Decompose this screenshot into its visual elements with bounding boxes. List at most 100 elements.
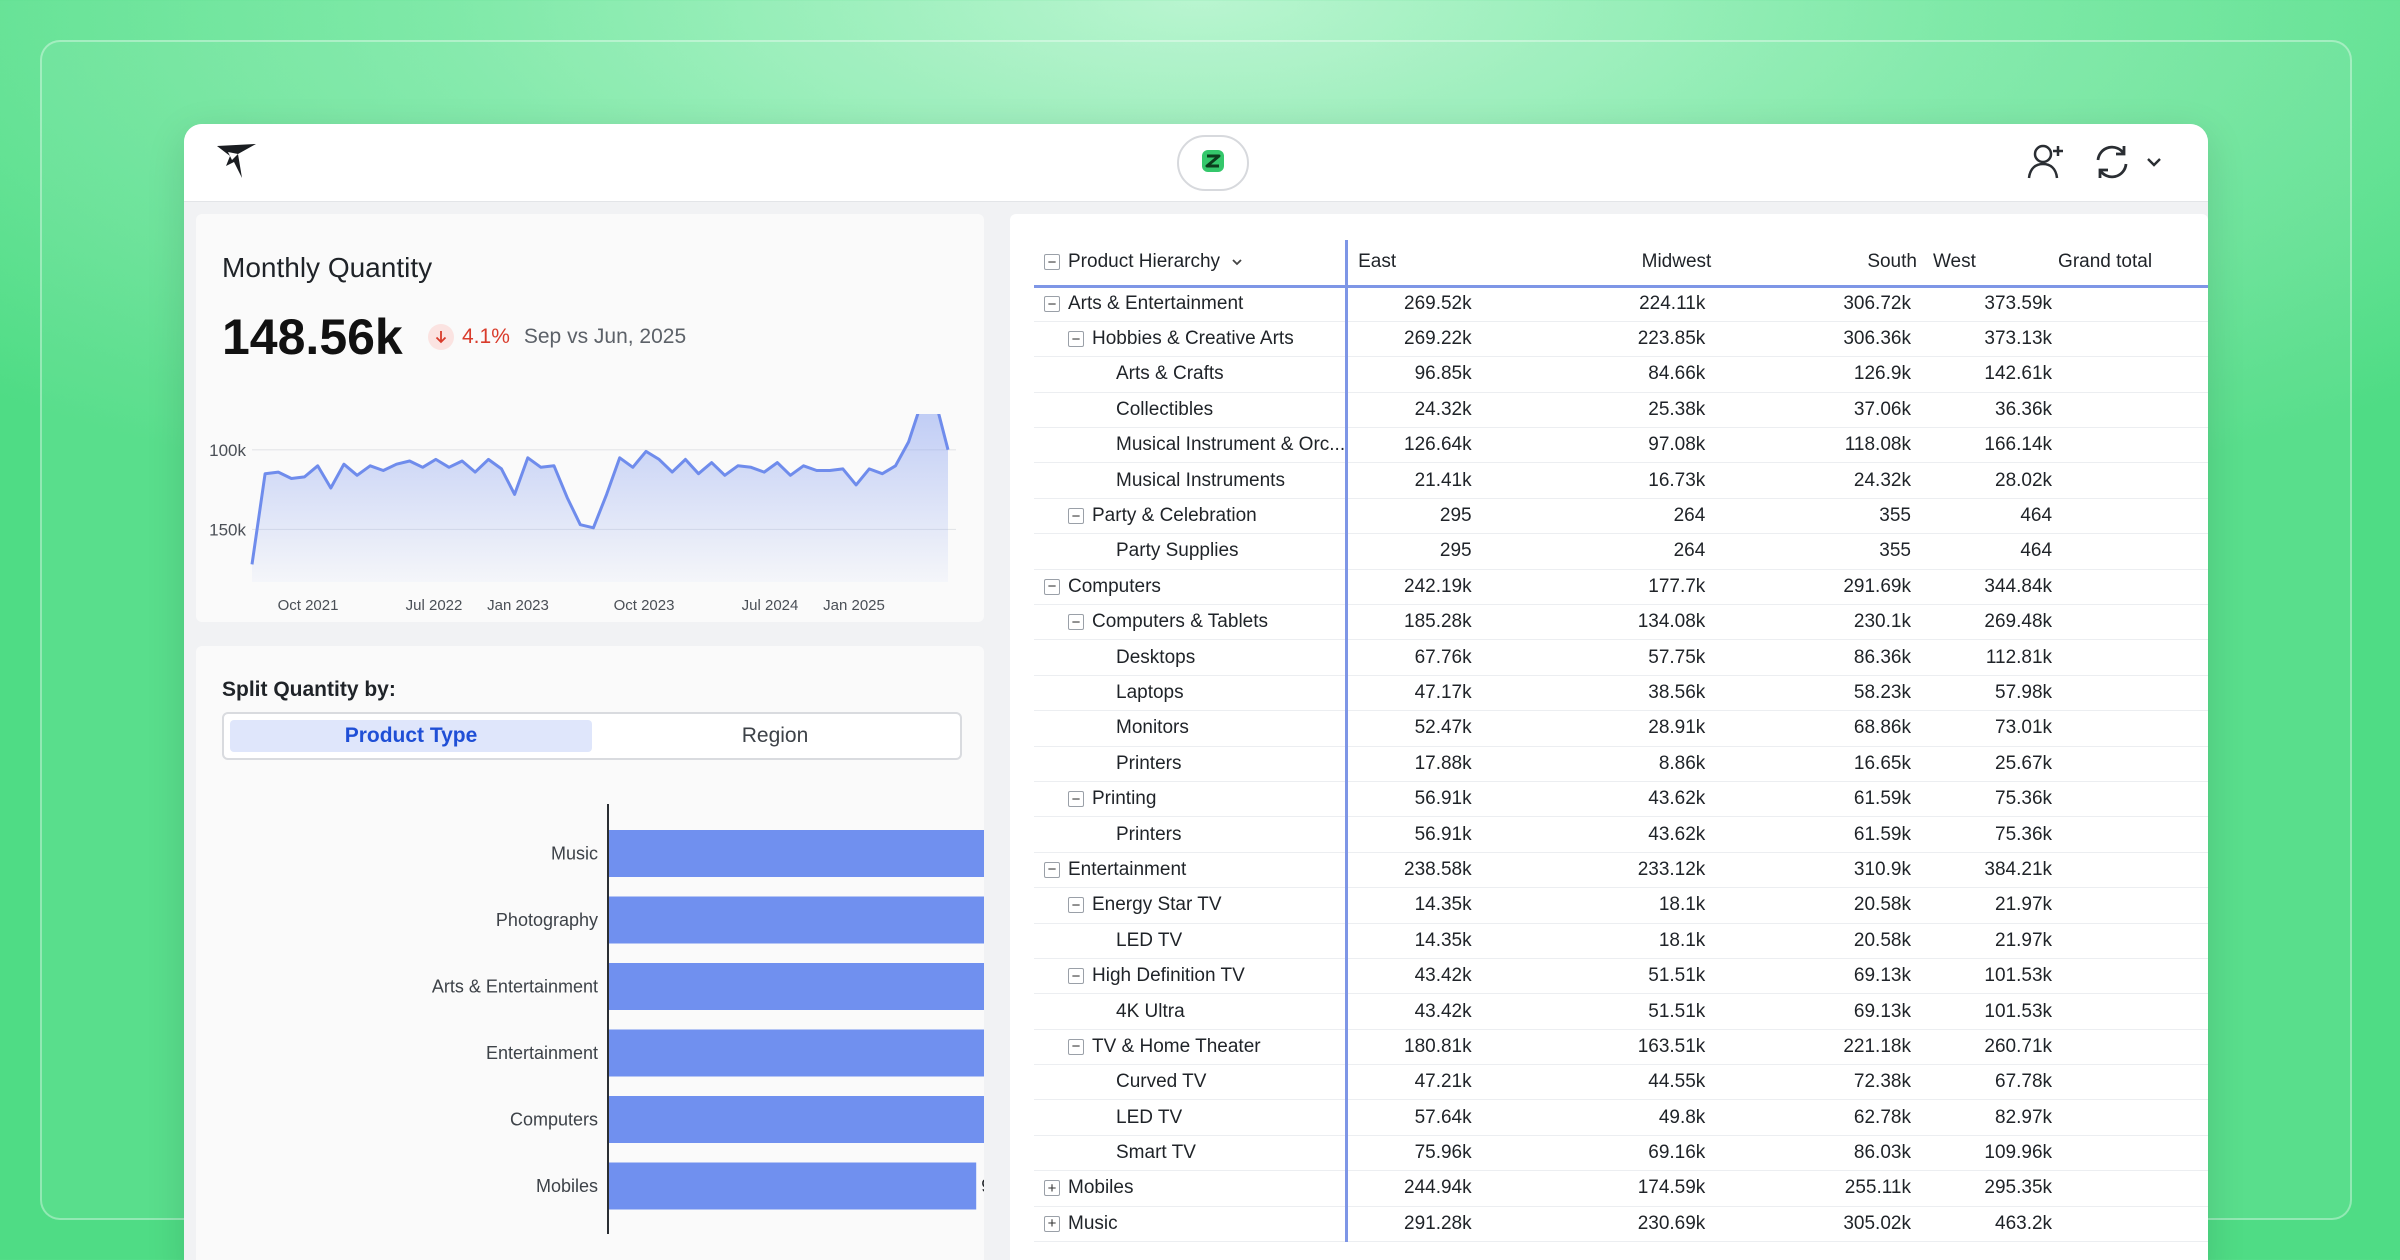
- table-row[interactable]: − Computers 242.19k 177.7k 291.69k 344.84k: [1034, 569, 2208, 606]
- tab-region[interactable]: Region: [741, 724, 809, 747]
- cell-east: 185.28k: [1346, 604, 1478, 641]
- collapse-icon[interactable]: −: [1068, 614, 1084, 631]
- table-row[interactable]: Musical Instruments 21.41k 16.73k 24.32k 28.…: [1034, 462, 2208, 499]
- cell-grand-total: [2058, 604, 2208, 641]
- header-south[interactable]: South: [1711, 240, 1917, 288]
- table-row[interactable]: Desktops 67.76k 57.75k 86.36k 112.81k: [1034, 639, 2208, 676]
- collapse-icon[interactable]: −: [1044, 578, 1060, 595]
- table-row[interactable]: Musical Instrument & Orc... 126.64k 97.08k…: [1034, 427, 2208, 464]
- table-row[interactable]: + Music 291.28k 230.69k 305.02k 463.2k: [1034, 1206, 2208, 1243]
- row-label: Music: [1068, 1212, 1118, 1234]
- table-row[interactable]: − Computers & Tablets 185.28k 134.08k 230.1k…: [1034, 604, 2208, 641]
- split-quantity-card: Split Quantity by: Product Type Region M…: [196, 646, 984, 1260]
- table-row[interactable]: Laptops 47.17k 38.56k 58.23k 57.98k: [1034, 675, 2208, 712]
- cell-midwest: 28.91k: [1477, 710, 1712, 747]
- cell-grand-total: [2058, 781, 2208, 818]
- header-east[interactable]: East: [1346, 240, 1478, 288]
- cell-grand-total: [2058, 993, 2208, 1030]
- monthly-quantity-card[interactable]: Monthly Quantity 148.56k 4.1% Sep vs Jun…: [196, 214, 984, 622]
- table-row[interactable]: − Arts & Entertainment 269.52k 224.11k 306.7…: [1034, 286, 2208, 322]
- expand-icon[interactable]: +: [1044, 1180, 1060, 1197]
- table-row[interactable]: − High Definition TV 43.42k 51.51k 69.13k 101…: [1034, 958, 2208, 995]
- cell-grand-total: [2058, 321, 2208, 358]
- collapse-icon[interactable]: −: [1068, 968, 1084, 985]
- cell-midwest: 44.55k: [1477, 1064, 1712, 1101]
- cell-grand-total: [2058, 1099, 2208, 1136]
- header-grand-total[interactable]: Grand total: [2058, 240, 2208, 288]
- table-row[interactable]: Collectibles 24.32k 25.38k 37.06k 36.36k: [1034, 392, 2208, 429]
- collapse-icon[interactable]: −: [1068, 331, 1084, 348]
- cell-east: 17.88k: [1346, 746, 1478, 782]
- row-label: Mobiles: [1068, 1177, 1134, 1199]
- kpi-period: Sep vs Jun, 2025: [523, 325, 687, 348]
- chevron-down-icon[interactable]: [2144, 152, 2164, 172]
- add-user-icon[interactable]: [2024, 140, 2068, 184]
- table-row[interactable]: − TV & Home Theater 180.81k 163.51k 221.18k 2…: [1034, 1029, 2208, 1066]
- cell-midwest: 69.16k: [1477, 1135, 1712, 1172]
- cell-south: 69.13k: [1711, 993, 1917, 1030]
- cell-east: 75.96k: [1346, 1135, 1478, 1172]
- cell-south: 16.65k: [1711, 746, 1917, 782]
- table-row[interactable]: − Printing 56.91k 43.62k 61.59k 75.36k: [1034, 781, 2208, 818]
- row-label: Musical Instruments: [1116, 469, 1285, 491]
- collapse-icon[interactable]: −: [1044, 861, 1060, 878]
- chevron-down-icon[interactable]: [1230, 255, 1244, 269]
- cell-midwest: 49.8k: [1477, 1099, 1712, 1136]
- bar[interactable]: [609, 1029, 984, 1077]
- table-header-row: − Product Hierarchy East Midwest South W…: [1034, 240, 2208, 288]
- table-row[interactable]: Printers 56.91k 43.62k 61.59k 75.36k: [1034, 816, 2208, 853]
- header-product-hierarchy[interactable]: − Product Hierarchy: [1034, 240, 1349, 288]
- collapse-icon[interactable]: −: [1044, 296, 1060, 313]
- collapse-icon[interactable]: −: [1068, 1038, 1084, 1055]
- table-row[interactable]: Party Supplies 295 264 355 464: [1034, 533, 2208, 570]
- cell-east: 14.35k: [1346, 923, 1478, 959]
- row-label: LED TV: [1116, 929, 1183, 951]
- row-label: Party Supplies: [1116, 540, 1239, 562]
- cell-south: 355: [1711, 533, 1917, 570]
- table-row[interactable]: Arts & Crafts 96.85k 84.66k 126.9k 142.61k: [1034, 356, 2208, 393]
- bird-logo-icon[interactable]: [214, 140, 260, 184]
- spotter-button[interactable]: [1177, 135, 1249, 191]
- collapse-all-icon[interactable]: −: [1044, 254, 1060, 271]
- collapse-icon[interactable]: −: [1068, 791, 1084, 808]
- table-row[interactable]: − Entertainment 238.58k 233.12k 310.9k 384.21…: [1034, 852, 2208, 889]
- cell-grand-total: [2058, 887, 2208, 924]
- header-midwest[interactable]: Midwest: [1477, 240, 1712, 288]
- collapse-icon[interactable]: −: [1068, 508, 1084, 525]
- cell-midwest: 233.12k: [1477, 852, 1712, 889]
- table-row[interactable]: Curved TV 47.21k 44.55k 72.38k 67.78k: [1034, 1064, 2208, 1101]
- table-row[interactable]: − Energy Star TV 14.35k 18.1k 20.58k 21.97k: [1034, 887, 2208, 924]
- tab-product-type[interactable]: Product Type: [230, 720, 592, 752]
- cell-west: 75.36k: [1916, 816, 2059, 853]
- row-hierarchy-cell: LED TV: [1034, 1107, 1344, 1129]
- collapse-icon[interactable]: −: [1068, 897, 1084, 914]
- cell-south: 58.23k: [1711, 675, 1917, 712]
- table-row[interactable]: Smart TV 75.96k 69.16k 86.03k 109.96k: [1034, 1135, 2208, 1172]
- bar[interactable]: [609, 830, 984, 877]
- table-row[interactable]: LED TV 14.35k 18.1k 20.58k 21.97k: [1034, 923, 2208, 959]
- table-row[interactable]: − Hobbies & Creative Arts 269.22k 223.85k 30…: [1034, 321, 2208, 358]
- bar[interactable]: [609, 963, 984, 1010]
- table-row[interactable]: Printers 17.88k 8.86k 16.65k 25.67k: [1034, 746, 2208, 782]
- expand-icon[interactable]: +: [1044, 1215, 1060, 1232]
- table-row[interactable]: Monitors 52.47k 28.91k 68.86k 73.01k: [1034, 710, 2208, 747]
- category-label: Photography: [496, 910, 598, 930]
- bar[interactable]: [609, 1162, 977, 1210]
- header-west[interactable]: West: [1916, 240, 2059, 288]
- cell-west: 344.84k: [1916, 569, 2059, 606]
- bar[interactable]: [609, 896, 984, 944]
- cell-grand-total: [2058, 427, 2208, 464]
- cell-south: 37.06k: [1711, 392, 1917, 429]
- table-row[interactable]: + Mobiles 244.94k 174.59k 255.11k 295.35k: [1034, 1170, 2208, 1207]
- table-row[interactable]: − Party & Celebration 295 264 355 464: [1034, 498, 2208, 535]
- row-label: Arts & Entertainment: [1068, 293, 1244, 315]
- cell-grand-total: [2058, 923, 2208, 959]
- table-row[interactable]: LED TV 57.64k 49.8k 62.78k 82.97k: [1034, 1099, 2208, 1136]
- bar[interactable]: [609, 1096, 984, 1143]
- row-label: Party & Celebration: [1092, 505, 1257, 527]
- table-row[interactable]: 4K Ultra 43.42k 51.51k 69.13k 101.53k: [1034, 993, 2208, 1030]
- x-tick-label: Oct 2021: [278, 597, 339, 614]
- refresh-icon[interactable]: [2090, 140, 2134, 184]
- cell-south: 20.58k: [1711, 923, 1917, 959]
- cell-midwest: 223.85k: [1477, 321, 1712, 358]
